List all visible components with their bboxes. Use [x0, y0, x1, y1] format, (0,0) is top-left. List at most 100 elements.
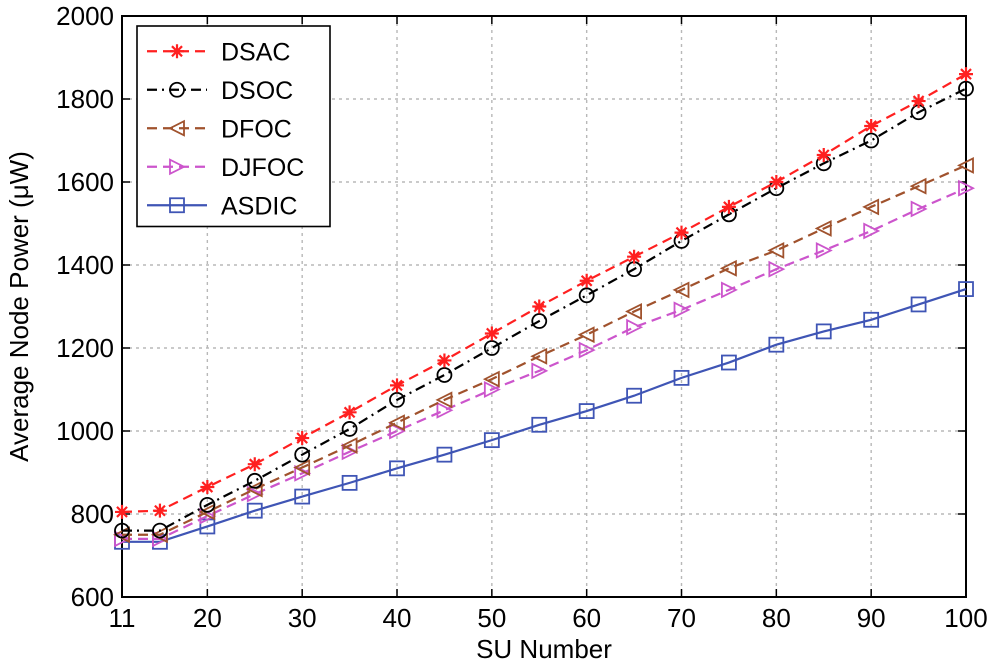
- y-tick-label: 800: [71, 499, 114, 529]
- legend-marker-dfoc: [167, 119, 185, 137]
- x-tick-label: 90: [857, 603, 886, 633]
- data-point-asdic: [626, 387, 642, 404]
- data-point-djfoc: [626, 318, 644, 336]
- data-point-dsac: [532, 299, 547, 314]
- data-point-dsac: [769, 175, 784, 189]
- data-point-dsac: [295, 431, 310, 446]
- data-point-dsoc: [341, 421, 358, 437]
- data-point-dfoc: [672, 281, 690, 299]
- series-dsac: [115, 67, 973, 519]
- data-point-djfoc: [436, 401, 454, 419]
- legend-label-dfoc: DFOC: [221, 115, 292, 143]
- series-line-dsoc: [122, 87, 967, 532]
- data-point-asdic: [768, 336, 785, 353]
- data-point-dsoc: [531, 313, 548, 329]
- data-point-asdic: [294, 488, 311, 505]
- data-point-dsac: [864, 118, 879, 133]
- legend-marker-dsoc: [169, 81, 185, 98]
- y-tick-label: 1600: [56, 167, 114, 197]
- data-point-dfoc: [435, 391, 453, 409]
- data-point-dsac: [437, 353, 452, 368]
- data-point-dfoc: [293, 459, 311, 476]
- legend-marker-djfoc: [169, 158, 187, 176]
- data-point-dfoc: [198, 503, 216, 521]
- data-point-dfoc: [767, 242, 785, 259]
- data-point-dfoc: [719, 259, 737, 277]
- x-tick-label: 70: [667, 603, 696, 633]
- data-point-djfoc: [721, 281, 738, 299]
- plot-frame: [121, 15, 967, 598]
- x-tick-label: 11: [109, 603, 136, 633]
- series-asdic: [114, 281, 974, 550]
- data-point-dsoc: [152, 522, 168, 539]
- legend-label-dsoc: DSOC: [221, 77, 293, 105]
- legend-box: [136, 25, 331, 228]
- data-point-dsoc: [958, 80, 974, 97]
- data-point-dsoc: [863, 132, 880, 149]
- data-point-dsoc: [294, 446, 311, 463]
- data-point-asdic: [958, 281, 974, 297]
- data-point-asdic: [389, 460, 405, 477]
- y-tick-label: 1000: [56, 416, 114, 446]
- data-point-asdic: [578, 403, 595, 419]
- data-point-djfoc: [958, 179, 976, 197]
- data-point-dsoc: [246, 472, 263, 489]
- x-axis-label: SU Number: [476, 634, 612, 664]
- data-point-asdic: [721, 354, 737, 371]
- data-point-dsoc: [389, 391, 405, 408]
- data-point-djfoc: [910, 200, 928, 218]
- data-point-dsac: [484, 326, 499, 341]
- data-point-asdic: [531, 416, 548, 433]
- data-point-djfoc: [294, 464, 312, 482]
- data-point-dfoc: [340, 437, 358, 454]
- data-point-djfoc: [483, 381, 501, 398]
- data-point-asdic: [436, 446, 453, 463]
- data-point-dfoc: [482, 370, 500, 388]
- y-tick-label: 2000: [56, 1, 114, 31]
- data-point-dsac: [115, 504, 129, 519]
- y-tick-label: 1800: [56, 84, 114, 114]
- data-point-dsac: [721, 199, 736, 214]
- data-point-dsoc: [199, 496, 216, 513]
- data-point-dsac: [152, 503, 167, 518]
- data-point-dfoc: [387, 414, 405, 432]
- data-point-djfoc: [863, 222, 881, 240]
- series-djfoc: [114, 179, 976, 548]
- data-point-dfoc: [814, 220, 832, 237]
- x-tick-label: 100: [944, 603, 987, 633]
- data-point-djfoc: [815, 242, 833, 259]
- series-line-asdic: [122, 288, 967, 543]
- x-tick-label: 60: [572, 603, 601, 633]
- data-point-asdic: [910, 296, 927, 313]
- y-tick-label: 600: [71, 582, 114, 612]
- data-point-djfoc: [768, 260, 786, 278]
- data-point-dsac: [674, 225, 689, 240]
- data-point-dsoc: [114, 522, 130, 539]
- data-point-djfoc: [578, 341, 596, 359]
- data-point-asdic: [815, 323, 832, 340]
- data-point-djfoc: [531, 362, 549, 380]
- x-tick-label: 20: [193, 603, 222, 633]
- series-line-djfoc: [122, 187, 967, 541]
- data-point-dsoc: [578, 287, 595, 304]
- data-point-dfoc: [577, 326, 595, 344]
- data-point-asdic: [483, 432, 500, 449]
- data-point-dsac: [627, 249, 642, 264]
- legend-marker-dsac: [170, 44, 184, 59]
- y-axis-ticks: 600 800 1000 1200 1400 1600 1800 2000: [56, 1, 966, 612]
- x-tick-label: 40: [383, 603, 412, 633]
- data-point-dfoc: [245, 480, 263, 498]
- y-tick-label: 1400: [56, 250, 114, 280]
- x-tick-label: 50: [477, 603, 506, 633]
- data-point-dsoc: [483, 340, 500, 356]
- legend-label-djfoc: DJFOC: [221, 154, 304, 182]
- data-point-dsac: [247, 457, 262, 472]
- legend-marker-asdic: [169, 197, 185, 214]
- data-point-asdic: [673, 369, 690, 386]
- y-axis-label: Average Node Power (μW): [4, 151, 34, 462]
- legend-label-asdic: ASDIC: [221, 192, 297, 220]
- data-point-dsac: [911, 94, 926, 109]
- x-axis-ticks: 11 20 30 40 50 60 70 80 90 100: [109, 16, 988, 633]
